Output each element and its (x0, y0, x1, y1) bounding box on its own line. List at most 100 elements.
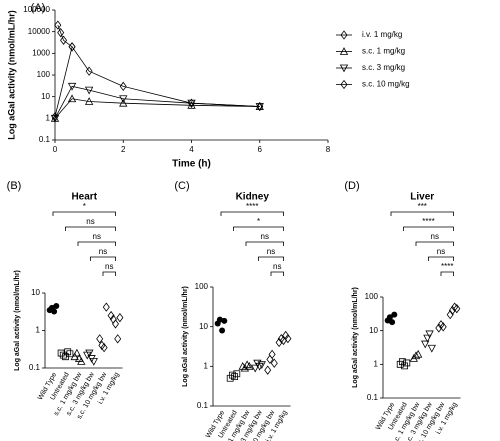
y-axis-label: Log aGal activity (nmol/mL/hr) (14, 270, 21, 371)
point (391, 311, 398, 318)
y-tick-label: 0.1 (367, 393, 379, 402)
legend-marker (340, 30, 348, 40)
y-tick-label: 100 (195, 282, 209, 291)
legend-label: s.c. 3 mg/kg (362, 63, 405, 72)
point (245, 361, 254, 370)
point (112, 319, 119, 329)
significance-label: ns (431, 232, 439, 241)
bracket (65, 226, 116, 231)
point (67, 82, 77, 91)
point (233, 370, 241, 378)
bracket (102, 271, 116, 276)
point (221, 317, 228, 324)
bracket (220, 211, 284, 216)
point (64, 348, 72, 356)
significance-label: ns (267, 247, 275, 256)
significance-label: *** (418, 202, 427, 211)
y-tick-label: 10 (31, 288, 40, 297)
point (264, 365, 272, 375)
point (427, 344, 436, 353)
panel-label: (D) (344, 180, 359, 192)
x-tick-label: 2 (121, 145, 126, 154)
panel-label: (C) (174, 180, 189, 192)
panel-title: Kidney (236, 192, 270, 203)
bracket (440, 271, 454, 276)
point (54, 20, 62, 30)
y-axis-label: Log aGal activity (nmol/mL/hr) (182, 286, 189, 387)
y-tick-label: 100 (37, 70, 51, 79)
point (389, 319, 396, 326)
point (114, 334, 122, 344)
point (257, 361, 266, 370)
point (268, 349, 276, 360)
y-tick-label: 10 (369, 326, 378, 335)
y-tick-label: 10 (41, 92, 50, 101)
x-tick-label: 8 (326, 145, 331, 154)
point (68, 42, 76, 52)
bracket (233, 226, 284, 231)
significance-label: * (257, 217, 260, 226)
point (229, 371, 236, 379)
point (96, 334, 104, 344)
significance-label: ns (99, 247, 107, 256)
point (451, 302, 459, 312)
legend-marker (340, 79, 348, 90)
point (77, 357, 86, 365)
legend-label: s.c. 10 mg/kg (362, 80, 410, 89)
point (251, 364, 260, 373)
point (107, 310, 115, 321)
y-tick-label: 10 (199, 322, 208, 331)
significance-label: **** (441, 262, 453, 271)
series-line (54, 85, 260, 119)
point (284, 333, 292, 344)
significance-label: ns (437, 247, 445, 256)
point (102, 302, 110, 312)
significance-label: * (83, 202, 86, 211)
point (188, 98, 195, 108)
bracket (245, 241, 284, 246)
y-tick-label: 1 (36, 326, 41, 335)
bracket (390, 211, 454, 216)
point (119, 95, 128, 104)
point (425, 330, 434, 339)
point (85, 66, 93, 76)
panel-label: (A) (31, 2, 46, 14)
point (53, 303, 60, 310)
significance-label: ns (105, 262, 113, 271)
point (57, 27, 65, 38)
point (403, 359, 411, 367)
point (119, 81, 127, 91)
point (67, 94, 77, 103)
legend-label: i.v. 1 mg/kg (362, 30, 402, 39)
bracket (77, 241, 116, 246)
point (421, 340, 430, 349)
y-tick-label: 1 (374, 359, 379, 368)
legend-marker (339, 64, 349, 73)
point (411, 351, 421, 360)
point (226, 374, 234, 382)
point (256, 101, 264, 112)
x-tick-label: 6 (258, 145, 263, 154)
point (100, 342, 108, 353)
bracket (52, 211, 116, 216)
significance-label: ns (93, 232, 101, 241)
legend-marker (339, 47, 349, 55)
significance-label: **** (422, 217, 434, 226)
panel-title: Liver (410, 192, 434, 203)
point (399, 358, 406, 366)
bracket (415, 241, 454, 246)
point (85, 349, 94, 358)
point (60, 35, 68, 45)
y-tick-label: 0.1 (29, 363, 41, 372)
series-line (57, 25, 73, 48)
y-tick-label: 1000 (32, 48, 50, 57)
bracket (403, 226, 454, 231)
point (72, 348, 82, 357)
series-line (54, 98, 260, 119)
significance-label: **** (246, 202, 258, 211)
point (84, 86, 94, 95)
point (84, 97, 94, 105)
panel-label: (B) (7, 180, 22, 192)
panel-title: Heart (71, 192, 97, 203)
